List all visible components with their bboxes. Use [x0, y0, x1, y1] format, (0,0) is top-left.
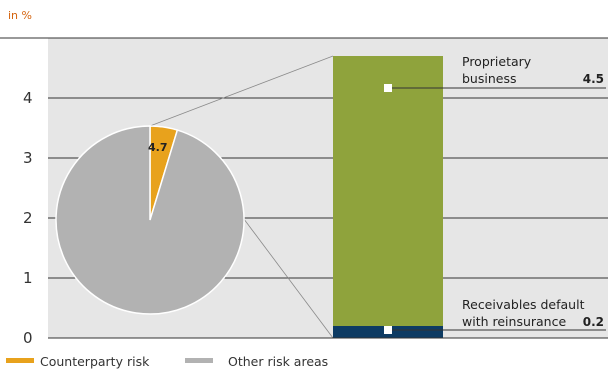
segment-label-line: business [462, 71, 516, 86]
segment-label-line: with reinsurance [462, 314, 566, 329]
segment-marker [384, 84, 392, 92]
legend-swatch [185, 358, 213, 363]
pie-slice-label: 4.7 [148, 141, 168, 154]
bar-segment [333, 56, 443, 326]
segment-marker [384, 326, 392, 334]
y-tick-label: 3 [23, 149, 33, 167]
segment-label-line: Proprietary [462, 54, 532, 69]
y-tick-label: 4 [23, 89, 33, 107]
zoom-connector-top [149, 55, 334, 127]
segment-value-label: 4.5 [583, 72, 604, 86]
legend-swatch [6, 358, 34, 363]
unit-label: in % [8, 9, 32, 22]
legend-label: Counterparty risk [40, 354, 150, 369]
legend-label: Other risk areas [228, 354, 328, 369]
segment-value-label: 0.2 [583, 315, 604, 329]
segment-label-line: Receivables default [462, 297, 585, 312]
y-tick-label: 0 [23, 329, 33, 347]
y-tick-label: 1 [23, 269, 33, 287]
pie-slice [55, 125, 245, 315]
y-tick-label: 2 [23, 209, 33, 227]
